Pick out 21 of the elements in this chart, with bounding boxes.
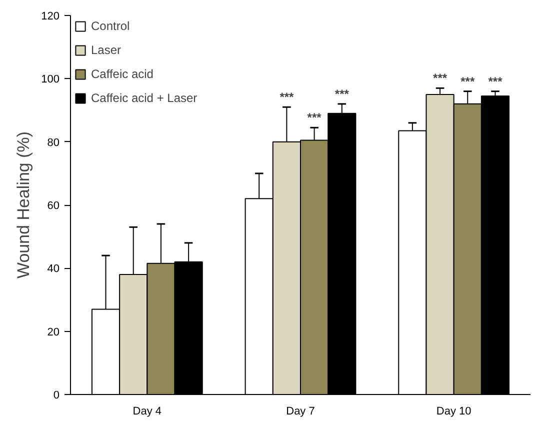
x-tick-label: Day 7 (286, 406, 315, 418)
y-axis-title: Wound Healing (%) (14, 131, 34, 279)
y-tick-label: 100 (41, 74, 60, 86)
legend-label: Laser (91, 43, 122, 57)
data-label: *** (280, 90, 294, 104)
x-tick-label: Day 10 (436, 406, 472, 418)
y-tick-label: 60 (47, 200, 60, 212)
x-tick-label: Day 4 (132, 406, 162, 418)
data-label: *** (307, 110, 322, 125)
data-label: *** (433, 71, 448, 86)
data-label: *** (488, 74, 503, 88)
y-tick-label: 40 (47, 263, 60, 276)
y-tick-label: 20 (47, 326, 60, 338)
legend-label: Caffeic acid + Laser (91, 91, 198, 105)
legend-label: Control (91, 19, 130, 33)
data-label: *** (334, 86, 350, 101)
y-tick-label: 0 (53, 390, 60, 402)
y-tick-label: 120 (41, 10, 60, 22)
data-label: *** (460, 74, 475, 88)
y-tick-label: 80 (47, 136, 60, 149)
legend-label: Caffeic acid (91, 67, 154, 81)
